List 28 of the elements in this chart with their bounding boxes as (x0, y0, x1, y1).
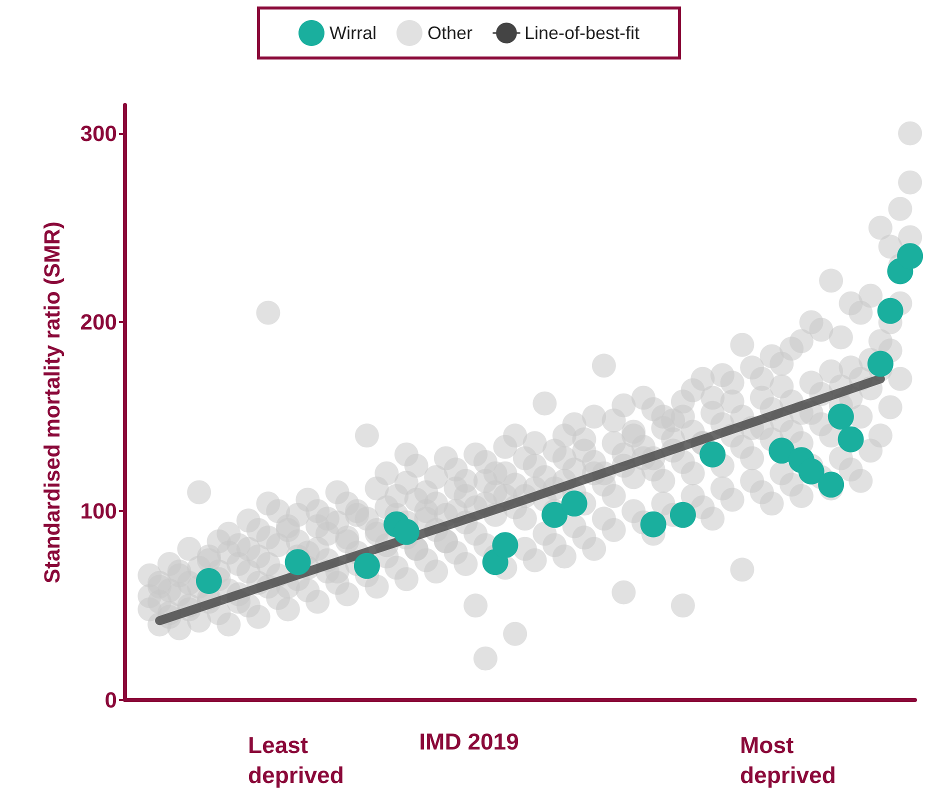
y-axis-title: Standardised mortality ratio (SMR) (40, 222, 64, 584)
legend-label: Wirral (329, 23, 376, 43)
point (354, 552, 380, 579)
point (542, 502, 568, 528)
y-tick-label: 0 (104, 688, 117, 712)
legend-label: Other (427, 23, 472, 43)
legend-label: Line-of-best-fit (524, 23, 640, 43)
point (670, 502, 696, 528)
text: Most deprived (740, 732, 836, 788)
point (798, 458, 824, 484)
point (828, 404, 854, 430)
point (897, 243, 924, 270)
x-axis-title: IMD 2019 (419, 728, 519, 754)
text: Least deprived (248, 732, 344, 788)
point (492, 532, 518, 558)
point (867, 350, 894, 377)
point (256, 300, 280, 325)
point (473, 646, 498, 670)
point (640, 511, 666, 538)
point (196, 568, 222, 594)
point (393, 518, 420, 545)
point (284, 549, 311, 576)
point (818, 472, 844, 498)
y-tick-label: 100 (80, 498, 117, 524)
y-tick-label: 300 (80, 120, 117, 146)
y-tick-label: 200 (80, 310, 117, 335)
point (838, 426, 864, 452)
point (561, 490, 588, 517)
